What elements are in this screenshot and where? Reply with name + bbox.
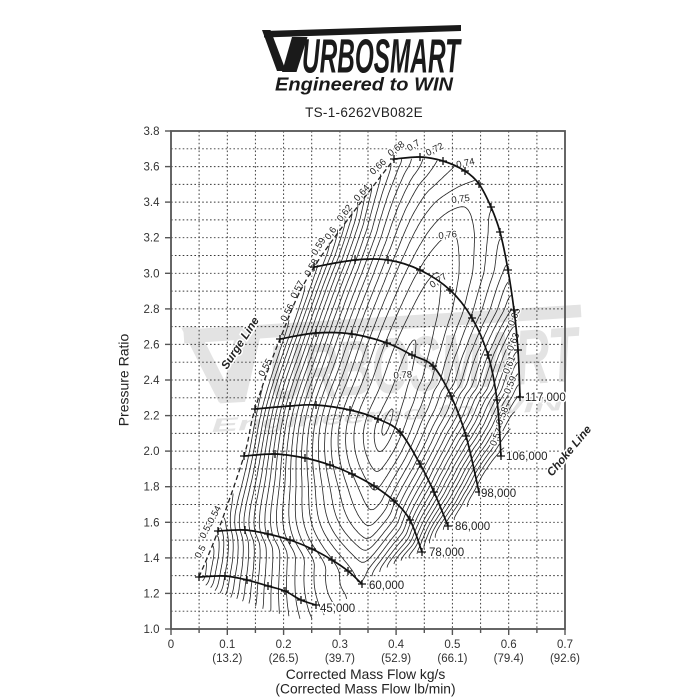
svg-text:(39.7): (39.7) (325, 653, 355, 665)
svg-text:0.6: 0.6 (501, 639, 517, 651)
svg-text:(92.6): (92.6) (550, 653, 580, 665)
svg-text:2.0: 2.0 (144, 446, 160, 458)
svg-text:3.6: 3.6 (144, 162, 160, 174)
svg-text:1.8: 1.8 (144, 482, 160, 494)
svg-text:0,75: 0,75 (451, 193, 471, 206)
svg-text:0.1: 0.1 (219, 639, 235, 651)
svg-text:2.8: 2.8 (144, 304, 160, 316)
svg-text:3.4: 3.4 (144, 197, 161, 209)
svg-text:0.5: 0.5 (444, 639, 460, 651)
svg-text:(66.1): (66.1) (437, 653, 467, 665)
svg-text:(52.9): (52.9) (381, 653, 411, 665)
svg-text:TS-1-6262VB082E: TS-1-6262VB082E (305, 105, 423, 120)
svg-text:86,000: 86,000 (455, 521, 490, 533)
svg-text:0.7: 0.7 (557, 639, 573, 651)
svg-text:2.4: 2.4 (144, 375, 161, 387)
svg-text:106,000: 106,000 (506, 451, 548, 463)
svg-text:2.2: 2.2 (144, 411, 160, 423)
svg-text:(13.2): (13.2) (212, 653, 242, 665)
svg-text:0.2: 0.2 (276, 639, 292, 651)
svg-text:(26.5): (26.5) (269, 653, 299, 665)
svg-text:117,000: 117,000 (525, 392, 566, 404)
svg-text:2.6: 2.6 (144, 339, 160, 351)
svg-text:45,000: 45,000 (320, 603, 355, 615)
svg-text:(79.4): (79.4) (494, 653, 524, 665)
svg-text:1.6: 1.6 (144, 517, 160, 529)
svg-text:(Corrected Mass Flow lb/min): (Corrected Mass Flow lb/min) (275, 682, 455, 697)
svg-text:78,000: 78,000 (429, 547, 464, 559)
svg-text:0.4: 0.4 (388, 639, 405, 651)
svg-text:Pressure Ratio: Pressure Ratio (116, 333, 132, 426)
svg-text:1.2: 1.2 (144, 588, 160, 600)
svg-text:1.4: 1.4 (144, 553, 161, 565)
svg-text:3.2: 3.2 (144, 233, 160, 245)
svg-text:3.0: 3.0 (144, 268, 160, 280)
svg-text:Engineered to WIN: Engineered to WIN (275, 75, 454, 95)
svg-text:0,78: 0,78 (393, 369, 412, 381)
svg-text:3.8: 3.8 (144, 126, 160, 138)
svg-text:0,74: 0,74 (455, 156, 475, 171)
svg-text:1.0: 1.0 (144, 624, 160, 636)
svg-text:0,76: 0,76 (438, 229, 458, 242)
svg-text:60,000: 60,000 (369, 580, 404, 592)
svg-text:98,000: 98,000 (481, 488, 516, 500)
svg-text:0: 0 (168, 639, 174, 651)
svg-text:0.3: 0.3 (332, 639, 348, 651)
svg-text:Corrected Mass Flow kg/s: Corrected Mass Flow kg/s (286, 667, 446, 682)
svg-text:URBOSMART: URBOSMART (302, 31, 462, 84)
